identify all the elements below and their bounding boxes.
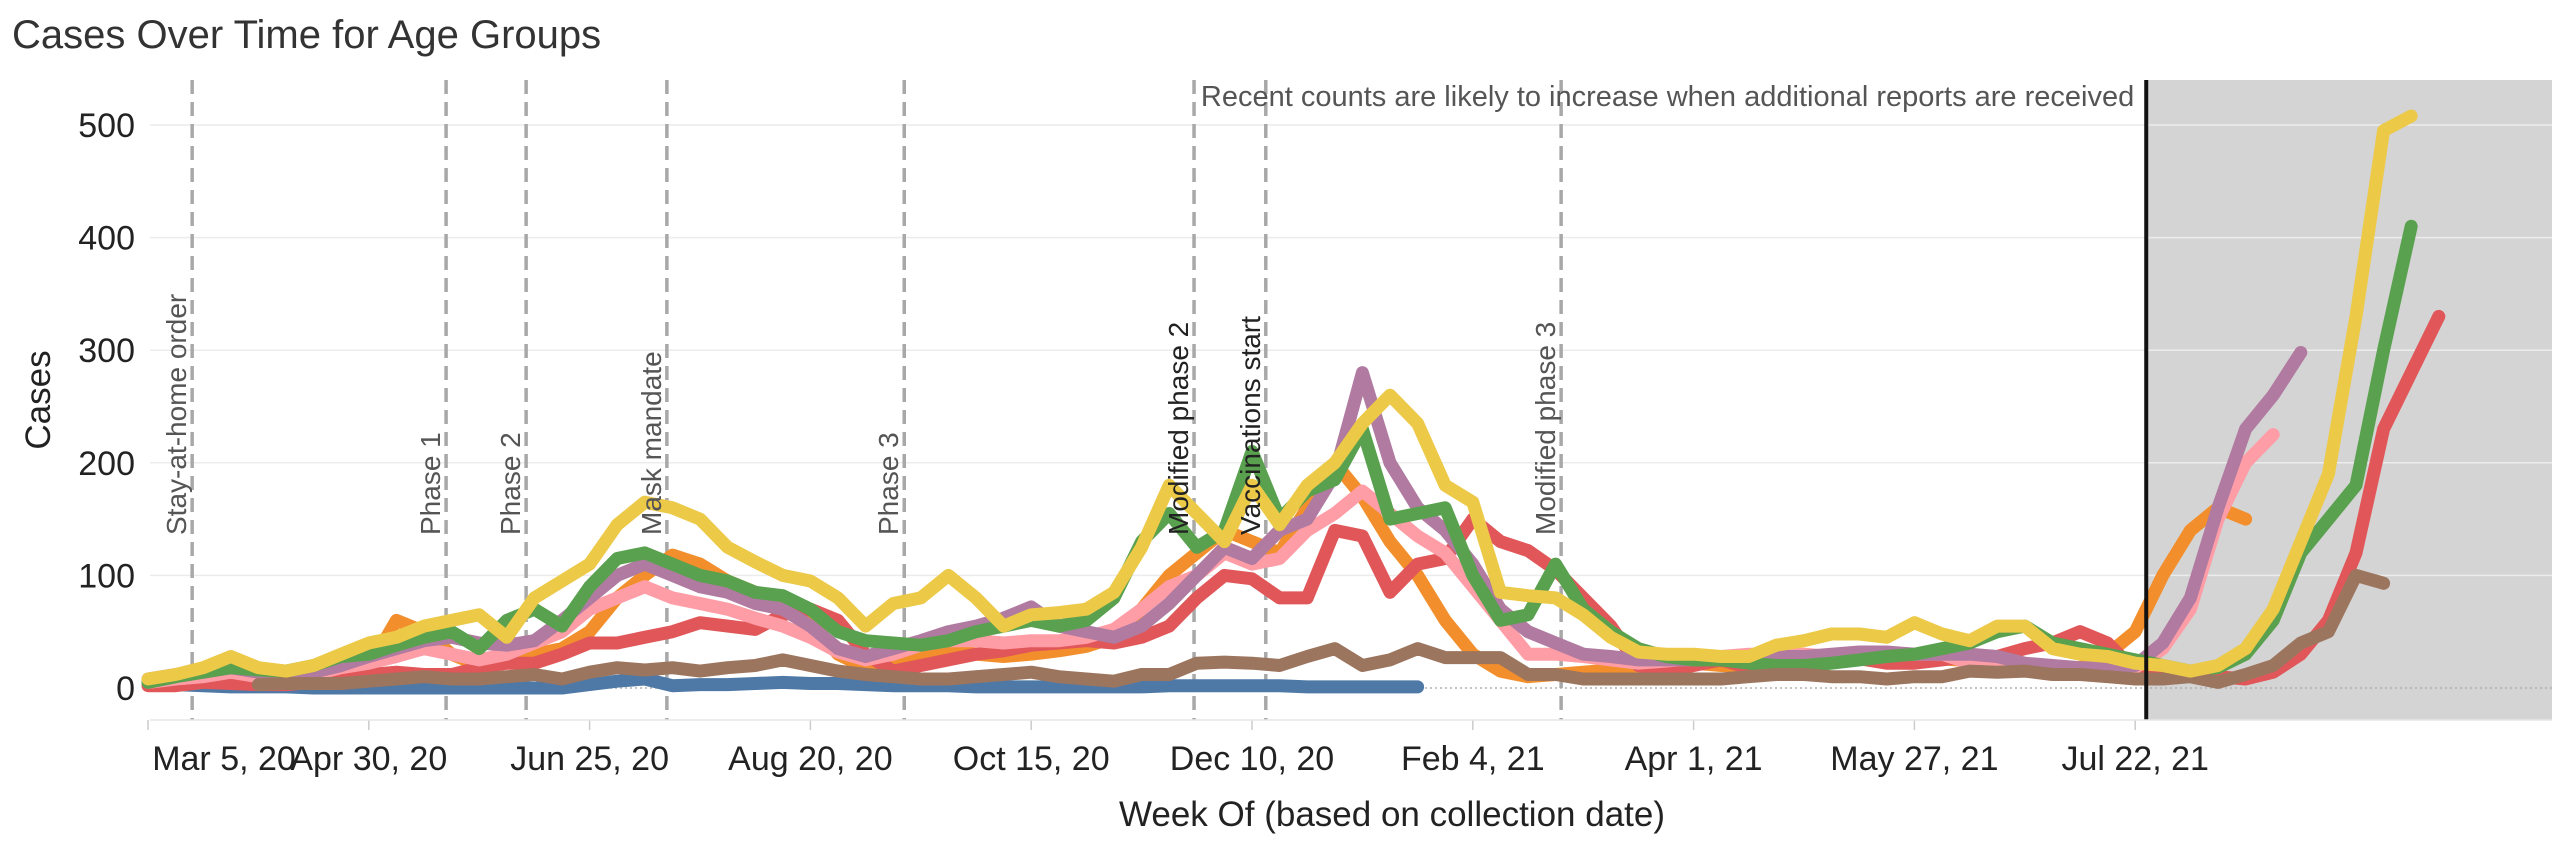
y-tick-label: 0: [116, 670, 135, 708]
event-label: Vaccinations start: [1235, 316, 1266, 535]
x-axis-title: Week Of (based on collection date): [1119, 795, 1665, 834]
x-tick-label: Jul 22, 21: [2061, 740, 2208, 778]
y-tick-label: 400: [78, 220, 135, 258]
event-label: Mask mandate: [636, 351, 667, 535]
incomplete-data-band: [2146, 80, 2552, 720]
y-axis-ticks: 0 100 200 300 400 500: [78, 107, 135, 708]
event-label: Phase 2: [495, 432, 526, 535]
x-tick-label: Feb 4, 21: [1401, 740, 1545, 778]
series-line: [251, 568, 2391, 692]
x-tick-label: May 27, 21: [1830, 740, 1998, 778]
x-tick-label: Mar 5, 20: [152, 740, 296, 778]
y-tick-label: 300: [78, 332, 135, 370]
x-tick-label: Jun 25, 20: [510, 740, 669, 778]
x-tick-label: Apr 1, 21: [1625, 740, 1763, 778]
event-label: Phase 3: [873, 432, 904, 535]
event-label: Modified phase 2: [1163, 322, 1194, 535]
y-tick-label: 200: [78, 445, 135, 483]
y-axis-title: Cases: [19, 350, 58, 449]
event-labels: Stay-at-home order Phase 1 Phase 2 Mask man…: [161, 294, 1561, 535]
series-line: [141, 109, 2418, 686]
x-tick-label: Dec 10, 20: [1170, 740, 1334, 778]
plot-area: Recent counts are likely to increase whe…: [141, 80, 2552, 720]
y-tick-label: 500: [78, 107, 135, 145]
chart-title: Cases Over Time for Age Groups: [12, 13, 601, 57]
x-tick-label: Aug 20, 20: [728, 740, 892, 778]
x-tick-label: Apr 30, 20: [290, 740, 447, 778]
x-tick-label: Oct 15, 20: [953, 740, 1110, 778]
y-gridlines: [150, 124, 2552, 577]
event-label: Stay-at-home order: [161, 294, 192, 535]
series-lines: [141, 109, 2446, 695]
event-label: Modified phase 3: [1530, 322, 1561, 535]
incomplete-data-note: Recent counts are likely to increase whe…: [1201, 81, 2134, 113]
y-tick-label: 100: [78, 557, 135, 595]
event-label: Phase 1: [415, 432, 446, 535]
